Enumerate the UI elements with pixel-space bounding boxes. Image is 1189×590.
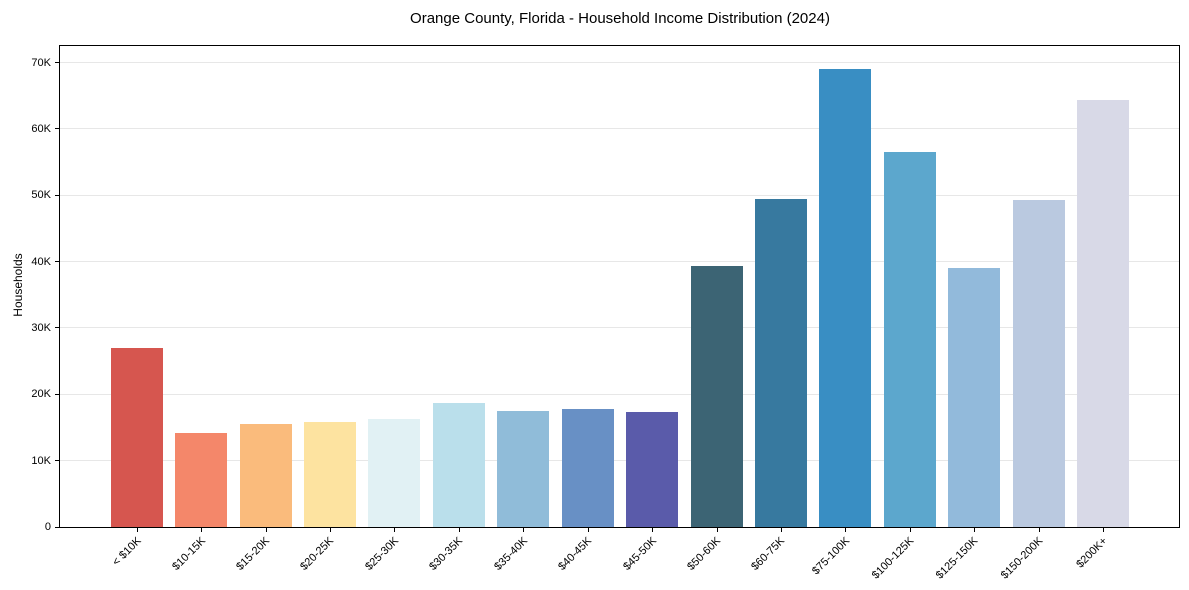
x-tick-mark-45-50k	[652, 527, 654, 532]
x-tick-mark-50-60k	[716, 527, 718, 532]
gridline-30K	[60, 327, 1179, 329]
plot-area: 0 10K 20K 30K 40K 50K 60K 70K < $10K $10-15K $15-…	[31, 45, 1180, 582]
bar-20-25k	[303, 421, 356, 527]
x-tick-mark-40-45k	[587, 527, 589, 532]
gridline-60K	[60, 128, 1179, 130]
x-tick-label-100-125k: $100-125K	[869, 535, 917, 582]
x-tick-mark-150-200k	[1038, 527, 1040, 532]
y-tick-label-0: 0	[44, 521, 51, 533]
x-tick-label-40-45k: $40-45K	[556, 535, 595, 573]
x-tick-mark-35-40k	[523, 527, 525, 532]
gridline-40K	[60, 261, 1179, 263]
gridline-50K	[60, 194, 1179, 196]
x-tick-label-200k: $200K+	[1074, 535, 1110, 571]
x-tick-label-125-150k: $125-150K	[934, 535, 981, 582]
y-tick-mark-0	[55, 526, 60, 528]
y-axis-label: Households	[11, 253, 25, 317]
x-tick-label-60-75k: $60-75K	[749, 535, 788, 573]
bar-10-15k	[175, 432, 228, 527]
bar-40-45k	[561, 408, 614, 527]
x-tick-mark-10k	[136, 527, 138, 532]
y-tick-label-60K: 60K	[31, 122, 51, 135]
bar-200k	[1077, 100, 1130, 527]
bar-125-150k	[948, 267, 1001, 527]
y-tick-mark-20K	[55, 393, 60, 395]
x-tick-label-20-25k: $20-25K	[298, 535, 337, 573]
x-tick-mark-15-20k	[265, 527, 267, 532]
x-tick-label-25-30k: $25-30K	[363, 535, 401, 573]
bar-30-35k	[432, 402, 485, 527]
y-tick-mark-70K	[55, 62, 60, 64]
bar-35-40k	[497, 410, 550, 527]
x-tick-mark-10-15k	[201, 527, 203, 532]
bar-50-60k	[690, 265, 743, 527]
x-tick-label-15-20k: $15-20K	[234, 535, 273, 573]
y-tick-label-50K: 50K	[31, 189, 51, 202]
x-tick-mark-200k	[1103, 527, 1105, 532]
y-tick-mark-30K	[55, 327, 60, 329]
x-tick-label-35-40k: $35-40K	[491, 535, 530, 573]
gridline-20K	[60, 393, 1179, 395]
bar-15-20k	[239, 423, 292, 527]
x-tick-mark-60-75k	[781, 527, 782, 532]
x-tick-label-10-15k: $10-15K	[169, 535, 208, 573]
y-tick-mark-10K	[55, 460, 60, 462]
x-tick-mark-20-25k	[329, 527, 331, 532]
x-tick-mark-30-35k	[458, 527, 460, 532]
x-tick-mark-25-30k	[394, 527, 396, 532]
x-tick-label-50-60k: $50-60K	[685, 535, 724, 573]
y-tick-mark-50K	[55, 194, 60, 196]
x-tick-label-150-200k: $150-200K	[998, 535, 1046, 582]
bar-45-50k	[626, 411, 679, 527]
x-tick-mark-125-150k	[974, 527, 976, 532]
bar-75-100k	[819, 69, 872, 527]
x-tick-mark-100-125k	[909, 527, 911, 532]
y-tick-label-20K: 20K	[31, 388, 51, 401]
x-tick-label-10k: < $10K	[109, 535, 144, 569]
x-tick-label-30-35k: $30-35K	[427, 535, 466, 573]
chart-title: Orange County, Florida - Household Incom…	[410, 10, 830, 27]
x-tick-label-45-50k: $45-50K	[620, 535, 659, 573]
bar-25-30k	[368, 418, 421, 527]
bar-60-75k	[755, 198, 807, 527]
y-tick-mark-60K	[55, 128, 60, 130]
y-tick-label-10K: 10K	[31, 454, 51, 467]
bar-10k	[110, 347, 163, 527]
bar-150-200k	[1012, 199, 1065, 527]
gridline-10K	[60, 460, 1179, 462]
y-tick-label-30K: 30K	[31, 321, 51, 334]
bar-100-125k	[883, 152, 936, 527]
y-tick-mark-40K	[55, 261, 60, 263]
x-tick-mark-75-100k	[845, 527, 847, 532]
y-tick-label-70K: 70K	[31, 56, 51, 69]
y-tick-label-40K: 40K	[31, 255, 51, 268]
gridline-70K	[60, 62, 1179, 64]
x-tick-label-75-100k: $75-100K	[809, 535, 852, 578]
